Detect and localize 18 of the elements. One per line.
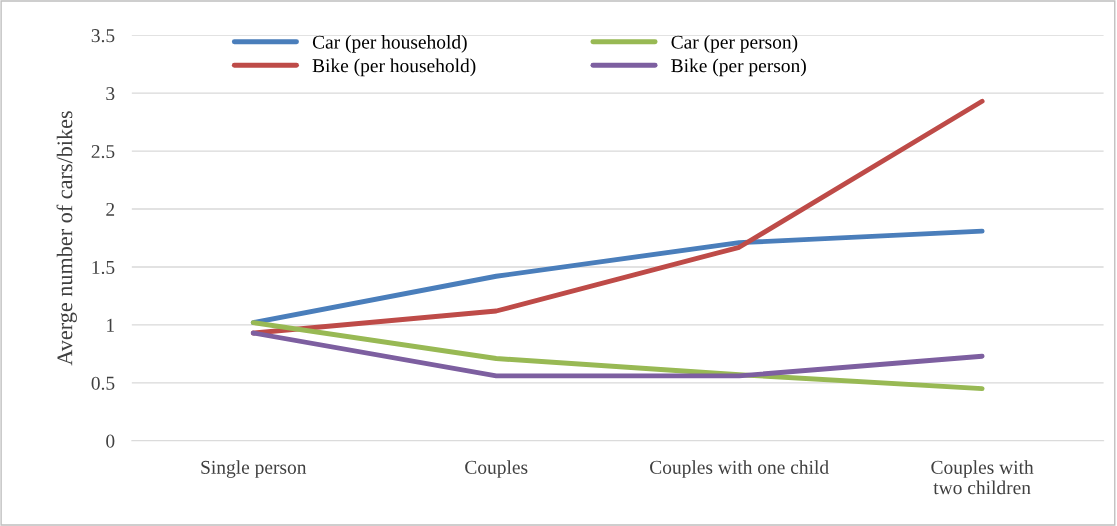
y-tick-label: 3.5 [91,29,115,43]
legend-label: Bike (per person) [671,58,806,77]
y-tick-label: 1.5 [92,260,115,275]
y-tick-label: 0.5 [91,376,115,390]
x-tick-label: Couples with one child [650,460,829,478]
y-tick-label: 3 [106,87,115,101]
line-series [250,320,985,392]
legend-label: Bike (per household) [312,58,476,77]
x-tick-label: Couples [465,460,528,478]
legend-label: Car (per household) [312,35,467,53]
y-tick-label: 2 [106,202,115,216]
y-tick-label: 2.5 [91,144,115,159]
y-tick-label: 0 [106,434,115,448]
legend-label: Car (per person) [671,35,798,53]
x-tick-label: Couples with two children [931,460,1034,495]
y-tick-label: 1 [107,318,114,332]
x-tick-label: Single person [201,460,307,478]
y-axis-title: Averge number of cars/bikes [56,111,77,366]
